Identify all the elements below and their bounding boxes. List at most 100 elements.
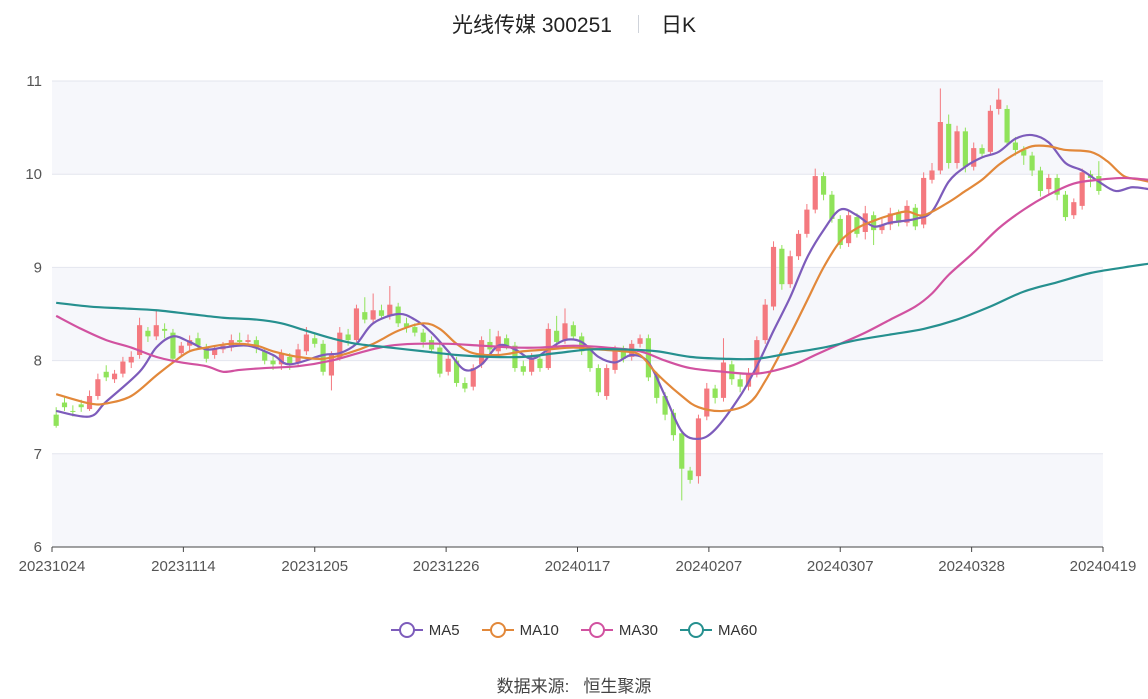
candle-body (754, 340, 760, 374)
candle-body (570, 325, 576, 337)
candle-body (387, 304, 393, 316)
candle-body (737, 379, 743, 387)
candle-body (1071, 202, 1077, 216)
candle-body (212, 349, 218, 356)
candle-body (946, 123, 952, 164)
candle-body (687, 470, 693, 480)
candle-body (1054, 177, 1060, 195)
chart-title: 光线传媒 300251 (452, 14, 612, 37)
candle-body (462, 382, 468, 389)
legend-marker (588, 622, 605, 638)
legend-item-ma60[interactable]: MA60 (680, 620, 757, 640)
legend-marker (688, 622, 705, 638)
x-tick-label: 20240307 (807, 558, 874, 575)
y-tick-label: 8 (34, 353, 42, 370)
y-axis: 6 7 8 9 10 11 (25, 73, 42, 556)
legend: MA5 MA10 MA30 MA60 (0, 620, 1148, 640)
x-tick-label: 20231226 (413, 558, 480, 575)
candle-body (470, 368, 476, 387)
candle-body (428, 340, 435, 350)
candle-body (1029, 155, 1035, 171)
legend-item-ma10[interactable]: MA10 (481, 620, 559, 640)
candle-body (770, 246, 777, 307)
candle-body (670, 412, 677, 436)
candle-body (720, 362, 727, 398)
candle-body (996, 99, 1002, 109)
x-tick-label: 20240207 (676, 558, 743, 575)
candle-body (620, 349, 626, 359)
plot-band (52, 81, 1103, 175)
candle-body (403, 323, 410, 328)
candle-body (887, 213, 893, 225)
candle-body (203, 347, 209, 359)
candle-body (170, 332, 176, 359)
candle-body (787, 256, 793, 285)
candle-body (328, 355, 335, 376)
candle-body (1096, 176, 1102, 191)
candle-body (262, 351, 268, 361)
candle-body (520, 366, 526, 372)
candle-body (662, 396, 668, 415)
legend-symbol (481, 620, 514, 640)
legend-item-ma30[interactable]: MA30 (580, 620, 658, 640)
candle-body (445, 358, 451, 372)
y-tick-label: 10 (25, 166, 42, 183)
candle-body (378, 310, 385, 316)
candle-body (1037, 170, 1044, 191)
candle-body (896, 213, 902, 223)
candle-body (562, 323, 568, 341)
candle-body (695, 418, 702, 477)
candle-body (111, 373, 118, 380)
candle-body (812, 176, 818, 210)
candle-body (829, 194, 835, 219)
candle-body (345, 334, 351, 341)
x-tick-label: 20240117 (545, 558, 611, 575)
candle-body (529, 358, 535, 372)
chart-period[interactable]: 日K (660, 14, 696, 37)
x-tick-label: 20231205 (281, 558, 348, 575)
source-label: 数据来源: (496, 677, 570, 696)
candle-body (804, 209, 810, 234)
legend-symbol (680, 620, 713, 640)
chart-title-row: 光线传媒 300251 日K (0, 8, 1148, 40)
candle-body (712, 388, 718, 398)
candle-body (1012, 142, 1019, 150)
candle-body (612, 349, 618, 370)
legend-marker (489, 622, 506, 638)
legend-label: MA5 (428, 621, 460, 639)
candle-body (120, 361, 126, 374)
candle-body (270, 360, 276, 365)
candle-body (604, 368, 610, 397)
x-tick-label: 20240419 (1070, 558, 1137, 575)
candle-body (253, 340, 259, 348)
plot-bands (52, 81, 1103, 547)
candle-body (103, 371, 109, 378)
legend-symbol (580, 620, 613, 640)
candle-body (1079, 172, 1085, 206)
candle-body (912, 207, 918, 227)
legend-item-ma5[interactable]: MA5 (390, 620, 460, 640)
title-separator (637, 15, 639, 33)
x-axis: 20231024 20231114 20231205 20231226 20240117… (19, 546, 1137, 575)
x-tick-label: 20240328 (938, 558, 1005, 575)
candle-body (1046, 177, 1052, 190)
y-tick-label: 7 (34, 446, 42, 463)
candle-body (337, 332, 343, 359)
candle-body (854, 217, 860, 234)
candle-body (61, 402, 68, 408)
candle-body (1062, 194, 1069, 218)
data-source: 数据来源: 恒生聚源 (0, 672, 1148, 697)
candle-body (237, 340, 243, 342)
candle-body (929, 170, 935, 180)
candle-body (478, 340, 485, 365)
candles (53, 88, 1102, 501)
grid-lines (52, 80, 1103, 548)
candle-body (53, 414, 59, 426)
candle-body (312, 338, 318, 344)
x-tick-label: 20231114 (151, 558, 216, 575)
candle-body (1004, 108, 1010, 143)
candle-body (162, 328, 168, 331)
series-line-ma5 (55, 133, 1148, 441)
candle-body (979, 148, 985, 154)
candle-body (1021, 149, 1027, 156)
